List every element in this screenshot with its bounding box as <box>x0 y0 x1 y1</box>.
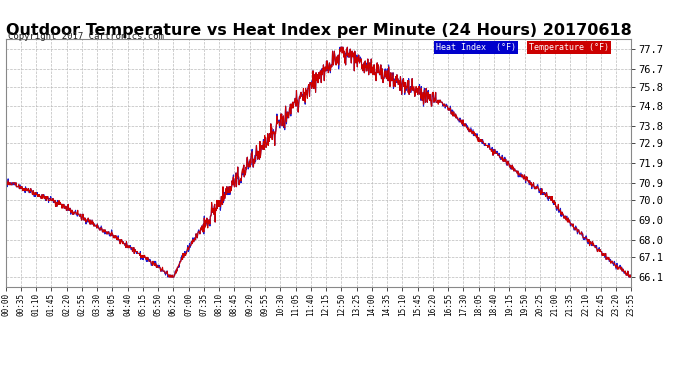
Text: Heat Index  (°F): Heat Index (°F) <box>436 43 516 52</box>
Title: Outdoor Temperature vs Heat Index per Minute (24 Hours) 20170618: Outdoor Temperature vs Heat Index per Mi… <box>6 23 631 38</box>
Text: Temperature (°F): Temperature (°F) <box>529 43 609 52</box>
Text: Copyright 2017 Cartronics.com: Copyright 2017 Cartronics.com <box>8 32 164 41</box>
